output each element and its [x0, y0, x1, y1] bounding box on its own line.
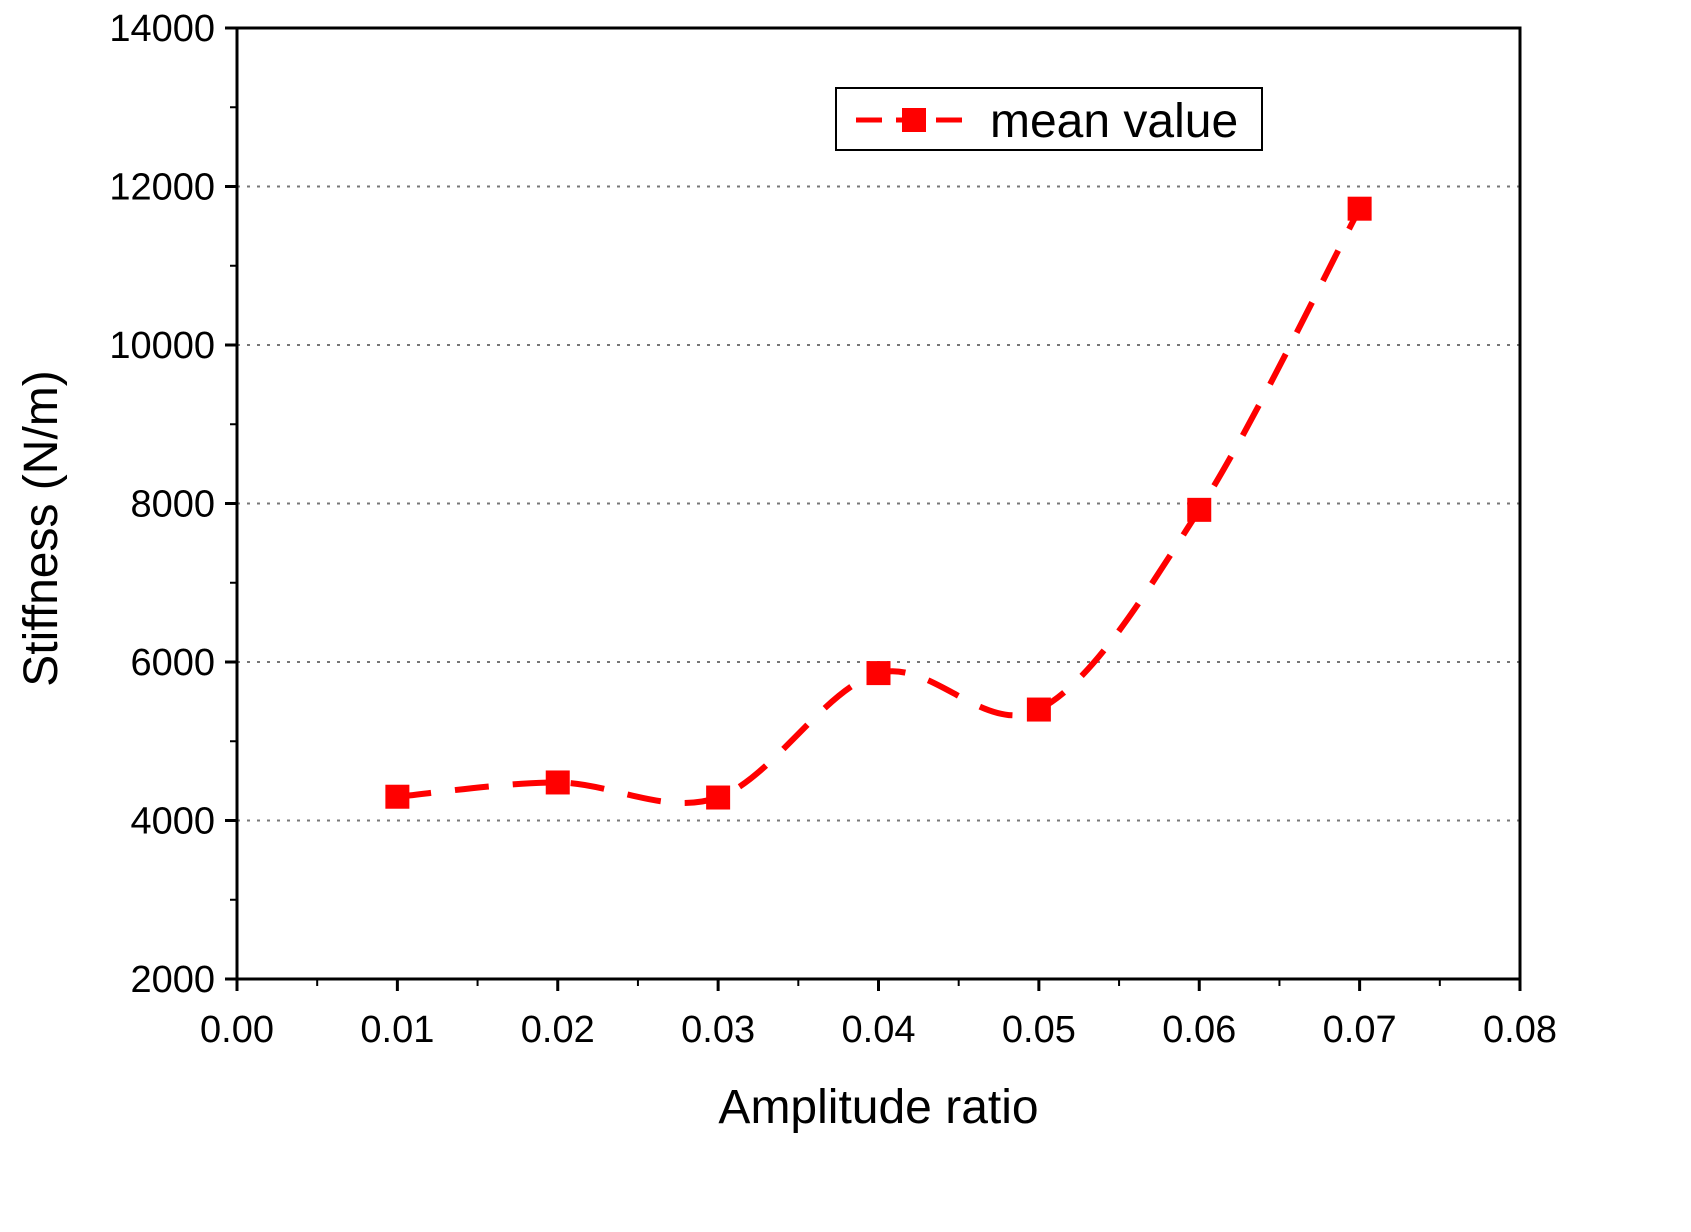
x-tick-label: 0.08	[1483, 1009, 1557, 1051]
x-tick-label: 0.07	[1323, 1009, 1397, 1051]
legend: mean value	[835, 87, 1263, 151]
x-tick-label: 0.02	[521, 1009, 595, 1051]
x-tick-label: 0.00	[200, 1009, 274, 1051]
x-axis-title: Amplitude ratio	[718, 1081, 1038, 1134]
y-tick-label: 6000	[130, 642, 215, 684]
y-tick-label: 8000	[130, 484, 215, 526]
data-point	[545, 770, 570, 795]
legend-label: mean value	[990, 95, 1238, 148]
data-point	[1347, 196, 1372, 221]
x-tick-label: 0.05	[1002, 1009, 1076, 1051]
y-tick-label: 2000	[130, 959, 215, 1001]
x-tick-label: 0.03	[681, 1009, 755, 1051]
y-tick-label: 12000	[109, 167, 215, 209]
legend-marker-sample	[902, 108, 926, 132]
data-point	[1026, 697, 1051, 722]
y-tick-label: 14000	[109, 8, 215, 50]
data-point	[706, 785, 731, 810]
series-line	[397, 207, 1363, 806]
y-tick-label: 10000	[109, 325, 215, 367]
series-group	[385, 196, 1372, 810]
x-tick-label: 0.01	[360, 1009, 434, 1051]
data-point	[385, 784, 410, 809]
y-axis-title: Stiffness (N/m)	[15, 370, 68, 687]
data-point	[1187, 497, 1212, 522]
data-point	[866, 661, 891, 686]
axes-ticks: 2000 4000 6000 8000 10000 12000 14000 0.00 0.01 0…	[109, 8, 1557, 1051]
x-tick-label: 0.06	[1162, 1009, 1236, 1051]
y-tick-label: 4000	[130, 801, 215, 843]
x-tick-label: 0.04	[842, 1009, 916, 1051]
